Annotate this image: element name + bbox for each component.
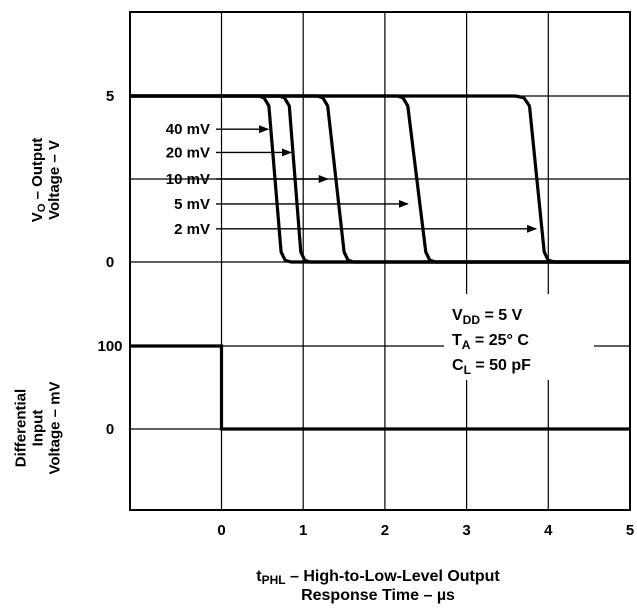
condition-sub: L (464, 363, 471, 377)
condition-main: V (452, 307, 463, 324)
top-y-tick-label: 0 (106, 254, 114, 271)
conditions-background (444, 294, 594, 380)
x-tick-label: 2 (381, 522, 389, 539)
condition-main: C (452, 357, 464, 374)
x-tick-label: 4 (544, 522, 553, 539)
condition-sub: A (462, 338, 471, 352)
series-label-0: 40 mV (166, 121, 210, 138)
input-step-0 (130, 344, 630, 431)
condition-sub: DD (463, 313, 481, 327)
x-tick-label: 3 (462, 522, 470, 539)
conditions-box: VDD = 5 V TA = 25° C CL = 50 pF (444, 294, 594, 380)
top-y-axis-label: VO – Output Voltage – V (29, 137, 63, 223)
x-axis-label: tPHL – High-to-Low-Level Output Response… (256, 568, 500, 604)
bottom-y-tick-label: 0 (106, 421, 114, 438)
condition-rest: = 25° C (470, 332, 529, 349)
bottom-y-axis-label: Differential Input Voltage – mV (12, 381, 64, 475)
condition-text-2: CL = 50 pF (452, 357, 531, 377)
condition-rest: = 50 pF (471, 357, 531, 374)
series-label-2: 10 mV (166, 171, 210, 188)
series-label-4: 2 mV (174, 221, 210, 238)
top-y-tick-label: 5 (106, 88, 114, 105)
series-label-1: 20 mV (166, 144, 210, 161)
x-tick-label: 0 (217, 522, 225, 539)
bottom-y-tick-label: 100 (97, 338, 122, 355)
series-label-3: 5 mV (174, 196, 210, 213)
condition-text-0: VDD = 5 V (452, 307, 523, 327)
annotation-group: 40 mV 20 mV 10 mV 5 mV 2 mV (166, 121, 538, 238)
condition-main: T (452, 332, 462, 349)
tick-label-group: 0 1 2 3 4 5 5 0 100 0 (97, 88, 634, 539)
condition-text-1: TA = 25° C (452, 332, 529, 352)
output-curve-4 (130, 94, 630, 264)
x-tick-label: 5 (626, 522, 634, 539)
condition-rest: = 5 V (480, 307, 523, 324)
x-tick-label: 1 (299, 522, 307, 539)
